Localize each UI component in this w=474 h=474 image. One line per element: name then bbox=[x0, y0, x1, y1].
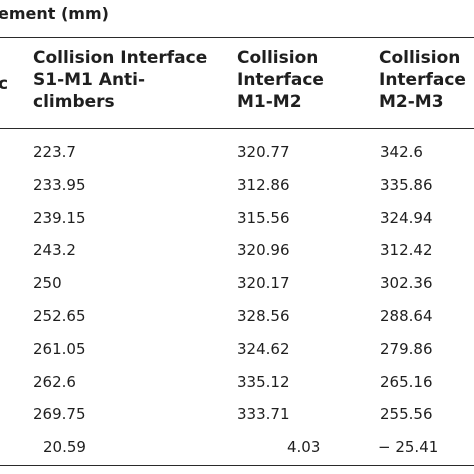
table-cell: 335.86 bbox=[380, 176, 433, 194]
table-cell: 250 bbox=[33, 274, 62, 292]
table-caption: ement (mm) bbox=[0, 4, 109, 23]
table-cell: 335.12 bbox=[237, 373, 290, 391]
column-header-partial: c bbox=[0, 74, 9, 94]
table-cell: 320.17 bbox=[237, 274, 290, 292]
table-cell: 239.15 bbox=[33, 209, 86, 227]
table-cell: 312.42 bbox=[380, 241, 433, 259]
table-cell: 320.77 bbox=[237, 143, 290, 161]
top-rule bbox=[0, 37, 474, 38]
column-header-m2-m3: Collision Interface M2-M3 bbox=[379, 48, 466, 112]
header-rule bbox=[0, 128, 474, 129]
column-header-s1-m1: Collision Interface S1-M1 Anti- climbers bbox=[33, 48, 208, 112]
table-cell: 233.95 bbox=[33, 176, 86, 194]
table-cell: 269.75 bbox=[33, 405, 86, 423]
table-cell: 265.16 bbox=[380, 373, 433, 391]
table-cell: 320.96 bbox=[237, 241, 290, 259]
table-cell: 261.05 bbox=[33, 340, 86, 358]
table-cell: 328.56 bbox=[237, 307, 290, 325]
table-cell: 324.94 bbox=[380, 209, 433, 227]
table-cell: 255.56 bbox=[380, 405, 433, 423]
table-cell: 333.71 bbox=[237, 405, 290, 423]
table-cell: 262.6 bbox=[33, 373, 76, 391]
table-cell: − 25.41 bbox=[378, 438, 439, 456]
table-cell: 302.36 bbox=[380, 274, 433, 292]
bottom-rule bbox=[0, 465, 474, 466]
column-header-m1-m2: Collision Interface M1-M2 bbox=[237, 48, 324, 112]
table-cell: 252.65 bbox=[33, 307, 86, 325]
table-cell: 315.56 bbox=[237, 209, 290, 227]
table-cell: 279.86 bbox=[380, 340, 433, 358]
table-cell: 243.2 bbox=[33, 241, 76, 259]
table-cell: 312.86 bbox=[237, 176, 290, 194]
table-cell: 324.62 bbox=[237, 340, 290, 358]
table-cell: 4.03 bbox=[287, 438, 321, 456]
table-cell: 342.6 bbox=[380, 143, 423, 161]
table-cell: 20.59 bbox=[43, 438, 86, 456]
table-cell: 223.7 bbox=[33, 143, 76, 161]
table-cell: 288.64 bbox=[380, 307, 433, 325]
